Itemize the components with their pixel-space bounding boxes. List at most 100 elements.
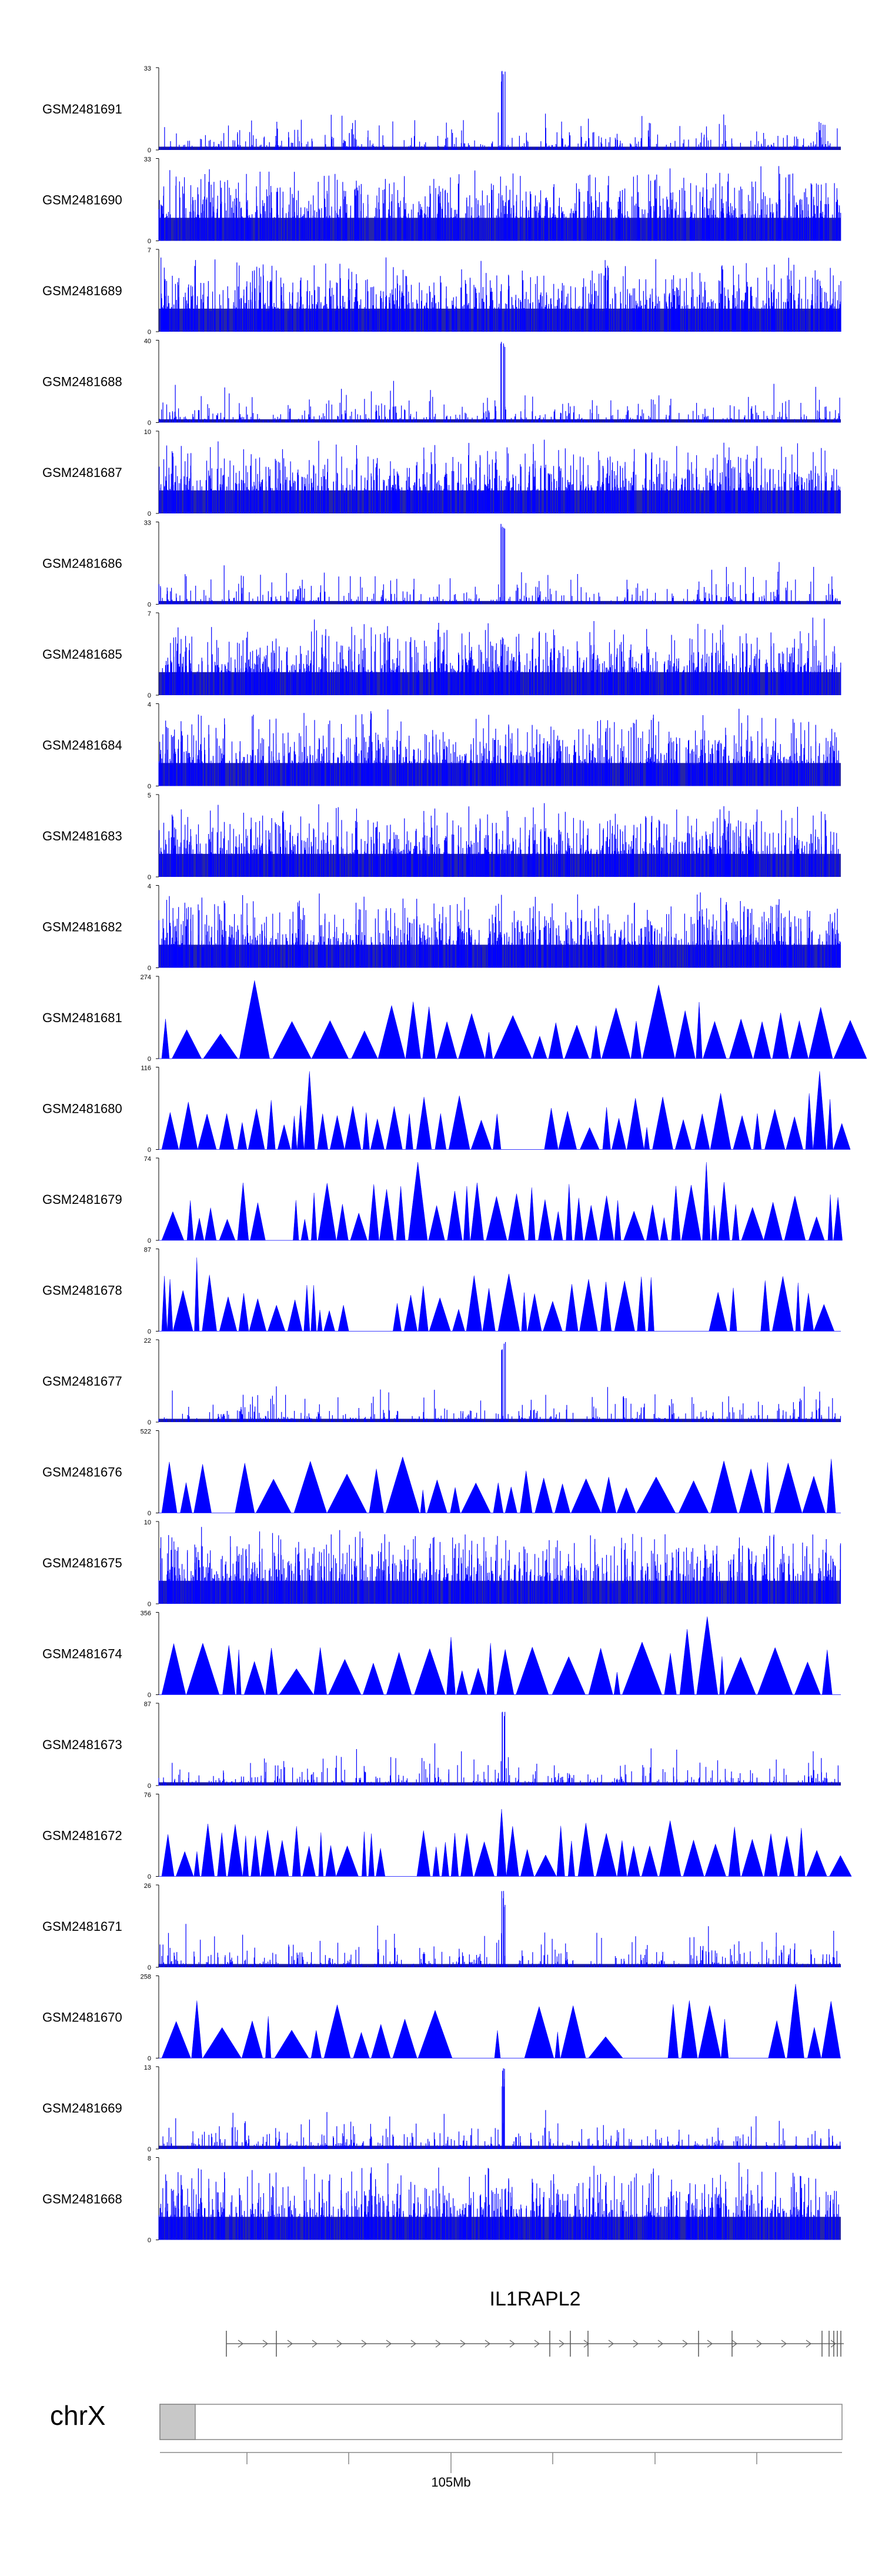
strand-arrow-icon [287,2340,293,2348]
signal-bars [158,1342,841,1422]
track-label: GSM2481673 [42,1737,122,1752]
strand-arrow-icon [509,2340,516,2348]
genomic-axis-tick-label: 105Mb [431,2475,470,2490]
signal-area [159,1257,841,1332]
track-GSM2481690: GSM2481690 33 0 [42,156,841,245]
y-axis-max-label: 522 [141,1429,151,1436]
track-label: GSM2481680 [42,1102,122,1116]
signal-area [159,1456,841,1513]
y-axis-max-label: 274 [141,974,151,981]
y-axis-max-label: 87 [144,1701,151,1708]
signal-area [159,1808,852,1877]
track-label: GSM2481683 [42,829,122,843]
y-axis-min-label: 0 [148,1147,151,1154]
strand-arrow-icon [361,2340,368,2348]
y-axis-max-label: 8 [148,2155,151,2163]
signal-bars [159,342,840,423]
track-GSM2481673: GSM2481673 87 0 [42,1701,841,1790]
track-GSM2481674: GSM2481674 356 0 [42,1610,841,1699]
track-label: GSM2481678 [42,1283,122,1298]
track-label: GSM2481682 [42,920,122,935]
y-axis-min-label: 0 [148,1056,151,1063]
strand-arrow-icon [707,2340,713,2348]
track-label: GSM2481686 [42,556,122,571]
track-GSM2481678: GSM2481678 87 0 [42,1247,841,1336]
strand-arrow-icon [534,2340,540,2348]
y-axis-max-label: 33 [144,65,151,72]
y-axis-max-label: 4 [148,883,151,890]
track-label: GSM2481681 [42,1010,122,1025]
y-axis-max-label: 13 [144,2064,151,2071]
track-GSM2481685: GSM2481685 7 0 [42,610,841,699]
signal-bars [158,2163,839,2240]
y-axis-min-label: 0 [148,1601,151,1608]
track-GSM2481670: GSM2481670 258 0 [42,1974,841,2063]
signal-bars [159,71,838,150]
track-label: GSM2481671 [42,1919,122,1934]
y-axis-max-label: 74 [144,1156,151,1163]
track-GSM2481683: GSM2481683 5 0 [42,792,841,881]
signal-bars [158,1527,841,1604]
y-axis-max-label: 7 [148,247,151,254]
ideogram-axis [159,2404,843,2473]
strand-arrow-icon [238,2340,244,2348]
y-axis-min-label: 0 [148,602,151,609]
strand-arrow-icon [633,2340,639,2348]
track-label: GSM2481691 [42,102,122,116]
chromosome-band-bar [159,2404,843,2440]
gene-model [226,2331,844,2357]
strand-arrow-icon [410,2340,417,2348]
y-axis-max-label: 5 [148,792,151,799]
y-axis-max-label: 10 [144,1519,151,1526]
y-axis-max-label: 22 [144,1337,151,1344]
y-axis-max-label: 40 [144,338,151,345]
track-GSM2481682: GSM2481682 4 0 [42,883,841,972]
chromosome-name-label: chrX [50,2400,106,2431]
track-GSM2481687: GSM2481687 10 0 [42,429,841,518]
signal-bars [158,1711,839,1786]
signal-bars [158,523,841,605]
strand-arrow-icon [336,2340,343,2348]
y-axis-min-label: 0 [148,1419,151,1426]
y-axis-max-label: 87 [144,1247,151,1254]
strand-arrow-icon [806,2340,812,2348]
signal-area [159,980,867,1059]
signal-area [159,1071,851,1150]
y-axis-max-label: 76 [144,1792,151,1799]
track-GSM2481676: GSM2481676 522 0 [42,1429,841,1517]
chromosome-ideogram: chrX 105Mb [50,2400,843,2490]
signal-area [159,1984,841,2058]
gene-track: IL1RAPL2 [226,2288,844,2357]
y-axis-max-label: 26 [144,1883,151,1890]
y-axis-min-label: 0 [148,1510,151,1517]
strand-arrow-icon [731,2340,738,2348]
track-GSM2481688: GSM2481688 40 0 [42,338,841,427]
signal-tracks: GSM2481691330GSM2481690330GSM248168970GS… [42,65,867,2244]
track-label: GSM2481689 [42,283,122,298]
strand-arrow-icon [682,2340,689,2348]
signal-bars [159,439,840,513]
y-axis-max-label: 7 [148,610,151,618]
track-label: GSM2481684 [42,738,122,753]
y-axis-max-label: 33 [144,156,151,163]
strand-arrow-icon [756,2340,763,2348]
track-GSM2481669: GSM2481669 13 0 [42,2064,841,2153]
signal-bars [159,1891,841,1967]
signal-bars [158,709,839,786]
strand-arrow-icon [781,2340,787,2348]
y-axis-min-label: 0 [148,1237,151,1244]
signal-baseline-band [159,419,841,423]
track-GSM2481684: GSM2481684 4 0 [42,702,841,790]
y-axis-min-label: 0 [148,238,151,245]
track-GSM2481677: GSM2481677 22 0 [42,1337,841,1426]
y-axis-min-label: 0 [148,329,151,336]
track-GSM2481671: GSM2481671 26 0 [42,1883,841,1971]
signal-area [159,1162,843,1241]
track-label: GSM2481668 [42,2192,122,2207]
track-label: GSM2481685 [42,647,122,662]
track-GSM2481679: GSM2481679 74 0 [42,1156,843,1244]
strand-arrow-icon [460,2340,466,2348]
chromosome-highlight-region [159,2404,196,2440]
y-axis-min-label: 0 [148,147,151,154]
signal-bars [159,803,839,877]
